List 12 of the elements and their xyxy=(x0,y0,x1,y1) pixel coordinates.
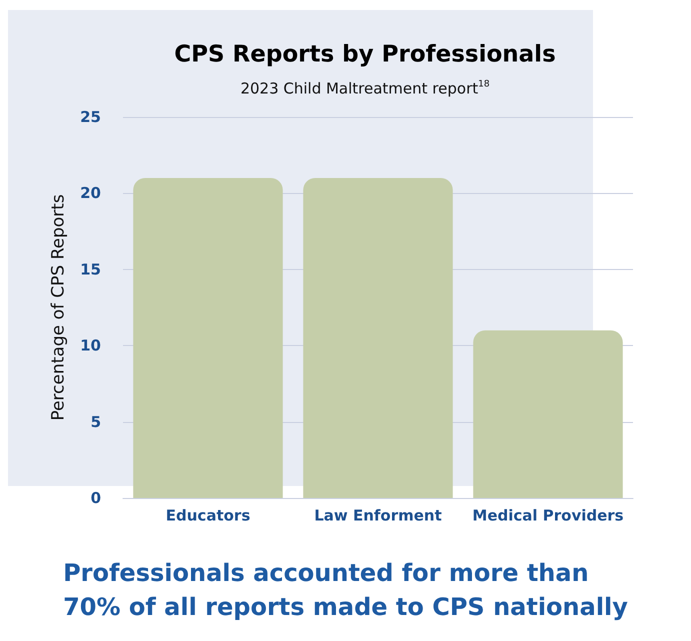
x-tick-label: Medical Providers xyxy=(472,506,624,524)
y-tick-label: 20 xyxy=(80,184,101,202)
text: Professionals accounted for more than 70% of all reports made to CPS nationally xyxy=(63,559,628,621)
y-tick-label: 25 xyxy=(80,108,101,126)
y-tick-label: 10 xyxy=(80,336,101,355)
y-tick-label: 5 xyxy=(90,412,101,431)
x-tick-label: Law Enforment xyxy=(314,506,442,524)
y-tick-label: 15 xyxy=(80,260,101,278)
y-tick-label: 0 xyxy=(90,489,101,507)
x-tick-label: Educators xyxy=(166,506,250,524)
chart-title: CPS Reports by Professionals xyxy=(174,42,556,68)
y-axis-title: Percentage of CPS Reports xyxy=(48,194,68,421)
